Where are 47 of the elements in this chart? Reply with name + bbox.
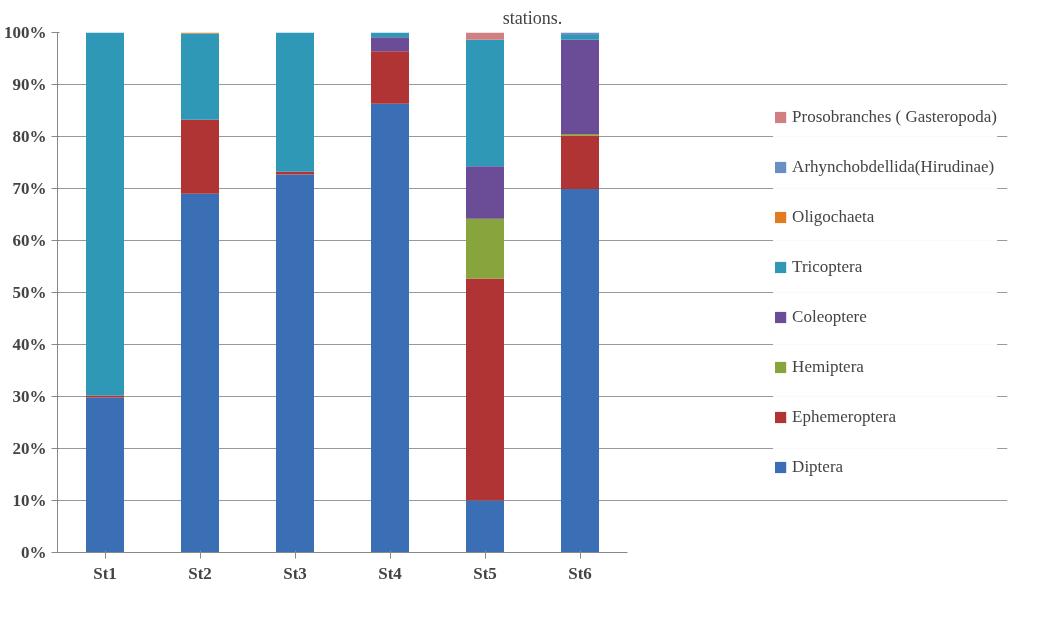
x-tick-label: St4 bbox=[378, 563, 403, 583]
bar bbox=[466, 278, 504, 501]
bar bbox=[276, 32, 314, 172]
x-tick-label: St5 bbox=[473, 563, 497, 583]
bar bbox=[181, 119, 219, 194]
bar bbox=[86, 32, 124, 396]
y-tick-label: 40% bbox=[12, 335, 47, 354]
bar bbox=[466, 39, 504, 167]
y-tick-label: 30% bbox=[12, 387, 47, 406]
y-tick-label: 20% bbox=[12, 439, 47, 458]
bar bbox=[561, 39, 599, 134]
legend-label: Tricoptera bbox=[792, 257, 863, 277]
bar bbox=[466, 166, 504, 219]
bar bbox=[466, 32, 504, 40]
x-tick-label: St3 bbox=[283, 563, 307, 583]
y-tick-label: 0% bbox=[21, 543, 47, 562]
legend-label: Oligochaeta bbox=[792, 207, 875, 227]
bar bbox=[466, 218, 504, 279]
x-tick-label: St6 bbox=[568, 563, 592, 583]
x-tick-label: St2 bbox=[188, 563, 212, 583]
y-tick-label: 10% bbox=[12, 491, 47, 510]
y-tick-label: 50% bbox=[12, 283, 47, 302]
y-tick-label: 70% bbox=[12, 179, 47, 198]
y-tick-label: 100% bbox=[4, 23, 47, 42]
legend-label: Coleoptere bbox=[792, 307, 867, 327]
bar bbox=[86, 395, 124, 398]
bar bbox=[561, 189, 599, 553]
bar bbox=[181, 33, 219, 120]
legend-label: Hemiptera bbox=[792, 357, 864, 377]
legend-label: Prosobranches ( Gasteropoda) bbox=[792, 107, 997, 127]
legend-label: Ephemeroptera bbox=[792, 407, 896, 427]
bar bbox=[561, 135, 599, 190]
bar bbox=[371, 37, 409, 52]
y-tick-label: 80% bbox=[12, 127, 47, 146]
y-tick-label: 60% bbox=[12, 231, 47, 250]
bar bbox=[466, 500, 504, 553]
bar bbox=[276, 174, 314, 553]
legend-label: Diptera bbox=[792, 457, 844, 477]
bar bbox=[371, 103, 409, 553]
chart-title: stations. bbox=[502, 7, 563, 28]
bar bbox=[86, 397, 124, 553]
bar bbox=[561, 35, 599, 40]
x-tick-label: St1 bbox=[93, 563, 117, 583]
bar bbox=[181, 193, 219, 553]
y-tick-label: 90% bbox=[12, 75, 47, 94]
legend-label: Arhynchobdellida(Hirudinae) bbox=[792, 157, 995, 177]
bar bbox=[371, 51, 409, 104]
